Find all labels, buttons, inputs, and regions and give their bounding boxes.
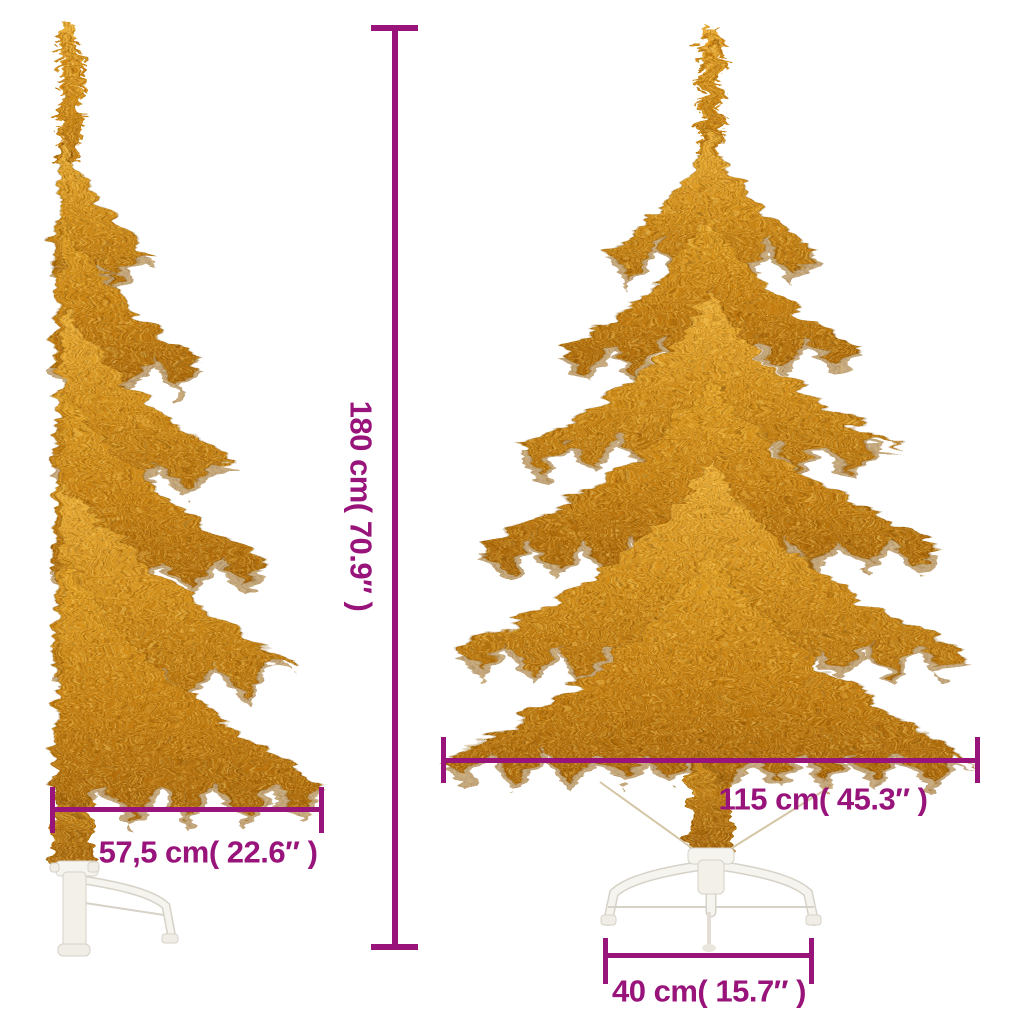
depth-dimension-line	[50, 807, 324, 812]
height-dimension-cap-bottom	[371, 944, 418, 950]
depth-dimension-tick-right	[319, 787, 324, 833]
width-dimension-line	[441, 758, 980, 763]
stand-width-dimension-label: 40 cm( 15.7″ )	[612, 973, 806, 1009]
width-dimension-tick-right	[975, 737, 980, 783]
width-dimension-label: 115 cm( 45.3″ )	[718, 781, 929, 817]
full-tree-stand	[599, 781, 829, 952]
stand-width-dimension-tick-left	[603, 938, 608, 984]
height-dimension-label: 180 cm( 70.9″ )	[343, 400, 379, 612]
stand-width-dimension-tick-right	[809, 938, 814, 984]
depth-dimension-label: 57,5 cm( 22.6″ )	[98, 834, 318, 870]
height-dimension-line	[392, 25, 398, 950]
half-tree-stand	[49, 860, 179, 957]
stand-width-dimension-line	[603, 953, 814, 958]
full-tree-foliage	[441, 26, 980, 795]
half-tree-foliage	[50, 24, 326, 830]
